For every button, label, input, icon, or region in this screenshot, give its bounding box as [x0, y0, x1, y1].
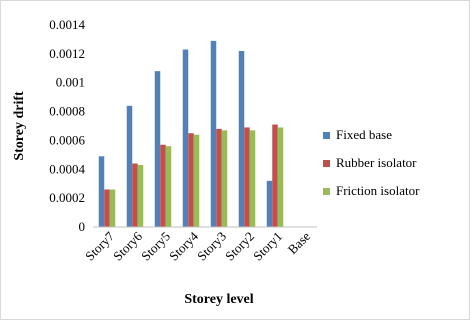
bar [244, 127, 250, 227]
bar [210, 40, 217, 227]
y-axis-title: Storey drift [12, 91, 27, 161]
x-tick-label: Story1 [250, 229, 285, 264]
bar [193, 134, 200, 227]
x-tick-label: Base [285, 228, 314, 257]
bar [249, 130, 256, 227]
legend-swatch [323, 188, 330, 195]
x-tick-label: Story2 [222, 229, 257, 264]
y-tick-label: 0.0012 [49, 46, 85, 61]
legend-label: Friction isolator [336, 183, 420, 198]
bar [238, 50, 245, 227]
legend-label: Rubber isolator [336, 155, 417, 170]
bars [98, 40, 284, 228]
x-axis-ticks: Story7Story6Story5Story4Story3Story2Stor… [82, 228, 313, 263]
bar [182, 49, 189, 228]
legend: Fixed base Rubber isolator Friction isolat… [323, 127, 420, 198]
bar [137, 164, 144, 227]
bar [109, 189, 116, 227]
bar [221, 130, 228, 227]
bar [160, 144, 166, 227]
y-tick-label: 0.0014 [49, 17, 85, 32]
bar [104, 189, 110, 227]
x-tick-label: Story7 [82, 228, 117, 263]
legend-swatch [323, 160, 330, 167]
bar [272, 124, 278, 227]
y-tick-label: 0 [79, 219, 86, 234]
x-tick-label: Story4 [166, 228, 201, 263]
bar [188, 133, 194, 227]
y-tick-label: 0.0002 [49, 190, 85, 205]
x-tick-label: Story5 [138, 229, 173, 264]
y-tick-label: 0.001 [56, 75, 85, 90]
y-tick-label: 0.0004 [49, 161, 85, 176]
bar [277, 127, 284, 227]
x-tick-label: Story6 [110, 228, 145, 263]
bar [132, 163, 138, 227]
y-tick-label: 0.0006 [49, 132, 85, 147]
bar [266, 180, 273, 227]
bar [154, 71, 161, 228]
bar [98, 156, 105, 227]
bar [216, 128, 222, 227]
x-tick-label: Story3 [194, 229, 229, 264]
y-tick-label: 0.0008 [49, 104, 85, 119]
legend-swatch [323, 132, 330, 139]
legend-label: Fixed base [336, 127, 392, 142]
bar [126, 105, 133, 227]
y-axis-ticks: 0 0.0002 0.0004 0.0006 0.0008 0.001 0.0012 0.00… [49, 17, 85, 234]
bar [165, 146, 172, 227]
x-axis-title: Storey level [184, 292, 253, 307]
